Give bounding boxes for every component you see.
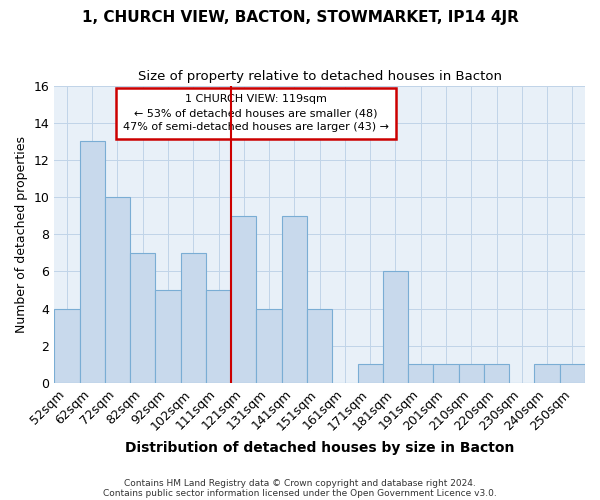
- Bar: [408, 364, 433, 383]
- Y-axis label: Number of detached properties: Number of detached properties: [15, 136, 28, 332]
- Text: 1 CHURCH VIEW: 119sqm
← 53% of detached houses are smaller (48)
47% of semi-deta: 1 CHURCH VIEW: 119sqm ← 53% of detached …: [123, 94, 389, 132]
- Bar: [105, 197, 130, 383]
- Bar: [535, 364, 560, 383]
- Bar: [358, 364, 383, 383]
- Bar: [54, 308, 80, 383]
- Text: Contains HM Land Registry data © Crown copyright and database right 2024.: Contains HM Land Registry data © Crown c…: [124, 478, 476, 488]
- Bar: [282, 216, 307, 383]
- Bar: [307, 308, 332, 383]
- Bar: [383, 272, 408, 383]
- Bar: [231, 216, 256, 383]
- X-axis label: Distribution of detached houses by size in Bacton: Distribution of detached houses by size …: [125, 441, 514, 455]
- Bar: [181, 253, 206, 383]
- Bar: [560, 364, 585, 383]
- Bar: [206, 290, 231, 383]
- Bar: [433, 364, 458, 383]
- Title: Size of property relative to detached houses in Bacton: Size of property relative to detached ho…: [137, 70, 502, 83]
- Bar: [256, 308, 282, 383]
- Text: 1, CHURCH VIEW, BACTON, STOWMARKET, IP14 4JR: 1, CHURCH VIEW, BACTON, STOWMARKET, IP14…: [82, 10, 518, 25]
- Bar: [155, 290, 181, 383]
- Bar: [458, 364, 484, 383]
- Bar: [484, 364, 509, 383]
- Bar: [80, 142, 105, 383]
- Bar: [130, 253, 155, 383]
- Text: Contains public sector information licensed under the Open Government Licence v3: Contains public sector information licen…: [103, 488, 497, 498]
